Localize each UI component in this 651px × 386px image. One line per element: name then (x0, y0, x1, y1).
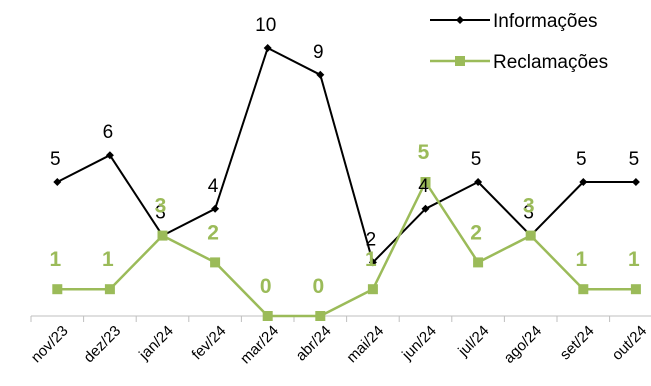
data-label-informacoes: 6 (103, 122, 114, 143)
series-layer (52, 44, 641, 321)
point-reclamacoes (262, 311, 273, 321)
data-label-informacoes: 5 (471, 149, 482, 170)
data-label-informacoes: 3 (523, 203, 534, 224)
data-label-reclamacoes: 5 (418, 141, 430, 164)
x-tick-label: mar/24 (237, 322, 282, 367)
point-informacoes (263, 44, 272, 52)
data-label-informacoes: 10 (255, 15, 276, 36)
x-tick-label: jan/24 (135, 322, 177, 364)
point-reclamacoes (578, 284, 589, 295)
series-line-informacoes (56, 47, 636, 264)
point-informacoes (631, 178, 640, 186)
point-informacoes (316, 70, 325, 79)
x-tick-label: out/24 (609, 322, 651, 364)
data-label-reclamacoes: 0 (312, 275, 324, 298)
x-tick-label: ago/24 (501, 322, 545, 366)
point-reclamacoes (525, 230, 536, 241)
legend-entry-reclamacoes: Reclamações (430, 52, 608, 73)
point-reclamacoes (630, 284, 641, 295)
legend-marker-informacoes (456, 16, 464, 24)
data-label-reclamacoes: 0 (260, 275, 272, 298)
x-tick-label: fev/24 (189, 322, 230, 363)
series-line-reclamacoes (57, 180, 636, 318)
point-reclamacoes (210, 257, 221, 268)
x-axis-tick-labels: nov/23 dez/23 jan/24 fev/24 mar/24 abr/24 mai/… (28, 322, 650, 367)
legend: Informações Reclamações (430, 11, 608, 73)
data-label-reclamacoes: 1 (365, 248, 377, 271)
data-label-informacoes: 9 (313, 42, 324, 63)
x-tick-label: set/24 (557, 322, 598, 363)
x-tick-label: nov/23 (28, 322, 72, 366)
data-label-informacoes: 2 (366, 229, 377, 250)
point-informacoes (474, 178, 483, 186)
point-informacoes (211, 204, 220, 213)
data-label-informacoes: 5 (629, 149, 640, 170)
x-tick-label: jun/24 (398, 322, 440, 364)
data-label-reclamacoes: 1 (102, 248, 114, 271)
point-reclamacoes (157, 230, 168, 241)
data-label-reclamacoes: 2 (470, 221, 482, 244)
data-label-reclamacoes: 3 (523, 195, 535, 218)
data-label-informacoes: 5 (576, 149, 587, 170)
point-informacoes (579, 178, 588, 186)
x-tick-label: mai/24 (343, 322, 387, 366)
x-tick-label: abr/24 (293, 322, 335, 364)
data-label-informacoes: 5 (50, 149, 61, 170)
point-reclamacoes (473, 257, 484, 268)
point-reclamacoes (52, 284, 63, 295)
x-tick-label: dez/23 (80, 322, 124, 366)
data-label-reclamacoes: 1 (49, 248, 61, 271)
point-informacoes (421, 204, 430, 213)
data-label-reclamacoes: 2 (207, 221, 219, 244)
legend-marker-reclamacoes (455, 56, 465, 66)
legend-label-informacoes: Informações (493, 11, 598, 32)
data-label-reclamacoes: 3 (155, 195, 167, 218)
legend-entry-informacoes: Informações (430, 11, 598, 32)
x-axis-ticks (30, 316, 611, 322)
data-label-reclamacoes: 1 (575, 248, 587, 271)
point-informacoes (105, 151, 114, 160)
data-label-informacoes: 4 (208, 176, 219, 197)
point-reclamacoes (104, 284, 115, 295)
data-label-informacoes: 3 (155, 203, 166, 224)
legend-label-reclamacoes: Reclamações (493, 52, 608, 73)
point-reclamacoes (367, 284, 378, 295)
data-label-reclamacoes: 1 (628, 248, 640, 271)
point-reclamacoes (315, 311, 326, 321)
x-tick-label: jul/24 (454, 322, 492, 360)
data-labels-layer: 5 6 3 4 10 9 2 4 5 3 5 5 1 1 3 2 0 0 1 5 2 3 1 1 (49, 15, 640, 298)
point-informacoes (368, 258, 377, 267)
data-label-informacoes: 4 (418, 176, 429, 197)
point-informacoes (53, 178, 62, 186)
point-reclamacoes (420, 177, 431, 187)
